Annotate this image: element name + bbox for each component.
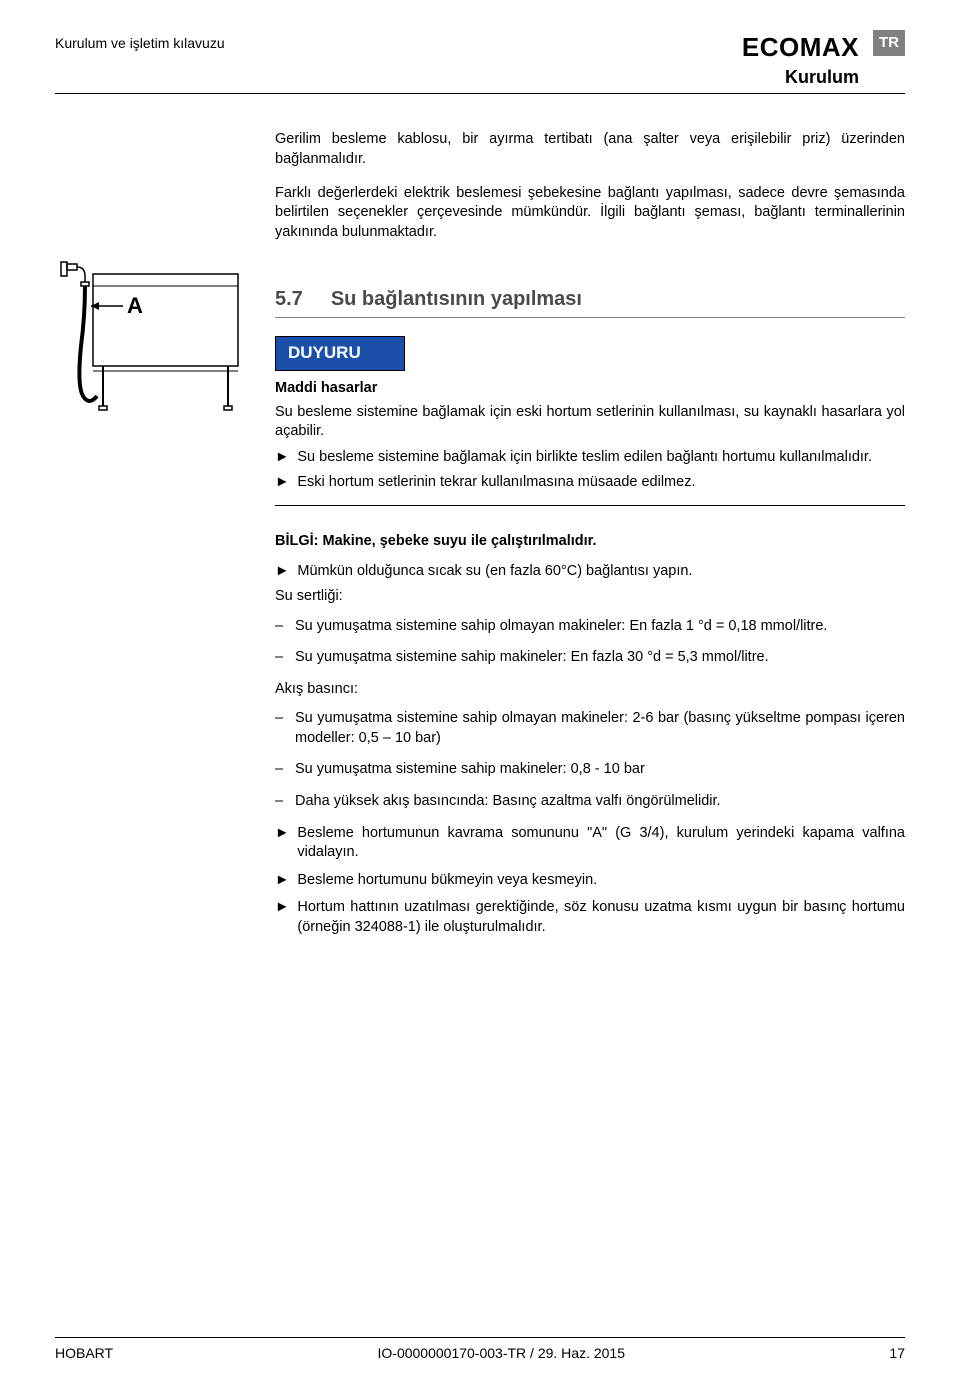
dash-icon: – — [275, 648, 287, 668]
pressure-item-1: – Su yumuşatma sistemine sahip olmayan m… — [275, 709, 905, 748]
arrow-icon: ► — [275, 473, 289, 493]
notice-arrow-2: ► Eski hortum setlerinin tekrar kullanıl… — [275, 473, 905, 493]
header-brand-col: ECOMAX Kurulum — [742, 30, 859, 89]
arrow-icon: ► — [275, 898, 289, 937]
notice-subtitle: Maddi hasarlar — [275, 379, 905, 399]
section-57-content: 5.7 Su bağlantısının yapılması DUYURU Ma… — [275, 256, 905, 943]
pressure-item-2: – Su yumuşatma sistemine sahip makineler… — [275, 760, 905, 780]
pressure-item-3-text: Daha yüksek akış basıncında: Basınç azal… — [295, 792, 721, 812]
brand-label: ECOMAX — [742, 30, 859, 65]
header-doc-title: Kurulum ve işletim kılavuzu — [55, 30, 225, 53]
pressure-label: Akış basıncı: — [275, 680, 905, 700]
notice-box: DUYURU Maddi hasarlar Su besleme sistemi… — [275, 336, 905, 506]
pressure-item-2-text: Su yumuşatma sistemine sahip makineler: … — [295, 760, 645, 780]
arrow-icon: ► — [275, 562, 289, 582]
footer-right: 17 — [889, 1344, 905, 1363]
hardness-item-2: – Su yumuşatma sistemine sahip makineler… — [275, 648, 905, 668]
header-right: ECOMAX Kurulum TR — [742, 30, 905, 89]
section-57-row: A 5.7 Su bağlantısının yapılması DUYURU … — [55, 256, 905, 943]
arrow-icon: ► — [275, 824, 289, 863]
dash-icon: – — [275, 617, 287, 637]
section-title: Su bağlantısının yapılması — [331, 286, 582, 313]
notice-arrow-1-text: Su besleme sistemine bağlamak için birli… — [297, 448, 872, 468]
intro-p2: Farklı değerlerdeki elektrik beslemesi ş… — [275, 184, 905, 243]
language-badge: TR — [873, 30, 905, 56]
intro-left-gutter — [55, 130, 255, 256]
diagram-label-a: A — [127, 293, 143, 318]
section-number: 5.7 — [275, 286, 303, 313]
page-footer: HOBART IO-0000000170-003-TR / 29. Haz. 2… — [55, 1337, 905, 1363]
hardness-label: Su sertliği: — [275, 587, 905, 607]
hardness-item-1: – Su yumuşatma sistemine sahip olmayan m… — [275, 617, 905, 637]
page-header: Kurulum ve işletim kılavuzu ECOMAX Kurul… — [55, 30, 905, 94]
info-arrow-b: ► Besleme hortumunu bükmeyin veya kesmey… — [275, 871, 905, 891]
section-57-left: A — [55, 256, 255, 943]
notice-text: Su besleme sistemine bağlamak için eski … — [275, 403, 905, 442]
hardness-item-2-text: Su yumuşatma sistemine sahip makineler: … — [295, 648, 769, 668]
section-label: Kurulum — [785, 65, 859, 89]
footer-center: IO-0000000170-003-TR / 29. Haz. 2015 — [378, 1344, 626, 1363]
info-arrow-hot: ► Mümkün olduğunca sıcak su (en fazla 60… — [275, 562, 905, 582]
info-arrow-b-text: Besleme hortumunu bükmeyin veya kesmeyin… — [297, 871, 597, 891]
notice-arrow-1: ► Su besleme sistemine bağlamak için bir… — [275, 448, 905, 468]
page: Kurulum ve işletim kılavuzu ECOMAX Kurul… — [0, 0, 960, 1391]
notice-arrow-2-text: Eski hortum setlerinin tekrar kullanılma… — [297, 473, 695, 493]
info-arrow-a-text: Besleme hortumunun kavrama somununu "A" … — [297, 824, 905, 863]
intro-text-col: Gerilim besleme kablosu, bir ayırma tert… — [275, 130, 905, 256]
section-heading: 5.7 Su bağlantısının yapılması — [275, 286, 905, 318]
info-heading: BİLGİ: Makine, şebeke suyu ile çalıştırı… — [275, 532, 905, 552]
info-arrow-c: ► Hortum hattının uzatılması gerektiğind… — [275, 898, 905, 937]
dash-icon: – — [275, 792, 287, 812]
dash-icon: – — [275, 709, 287, 748]
info-arrow-hot-text: Mümkün olduğunca sıcak su (en fazla 60°C… — [297, 562, 692, 582]
pressure-item-1-text: Su yumuşatma sistemine sahip olmayan mak… — [295, 709, 905, 748]
footer-left: HOBART — [55, 1344, 113, 1363]
intro-row: Gerilim besleme kablosu, bir ayırma tert… — [55, 130, 905, 256]
info-arrow-c-text: Hortum hattının uzatılması gerektiğinde,… — [297, 898, 905, 937]
pressure-item-3: – Daha yüksek akış basıncında: Basınç az… — [275, 792, 905, 812]
notice-header: DUYURU — [275, 336, 405, 371]
hardness-item-1-text: Su yumuşatma sistemine sahip olmayan mak… — [295, 617, 827, 637]
dash-icon: – — [275, 760, 287, 780]
faucet-machine-diagram: A — [55, 256, 240, 426]
arrow-icon: ► — [275, 871, 289, 891]
info-arrow-a: ► Besleme hortumunun kavrama somununu "A… — [275, 824, 905, 863]
diagram-container: A — [55, 256, 255, 433]
intro-p1: Gerilim besleme kablosu, bir ayırma tert… — [275, 130, 905, 169]
arrow-icon: ► — [275, 448, 289, 468]
